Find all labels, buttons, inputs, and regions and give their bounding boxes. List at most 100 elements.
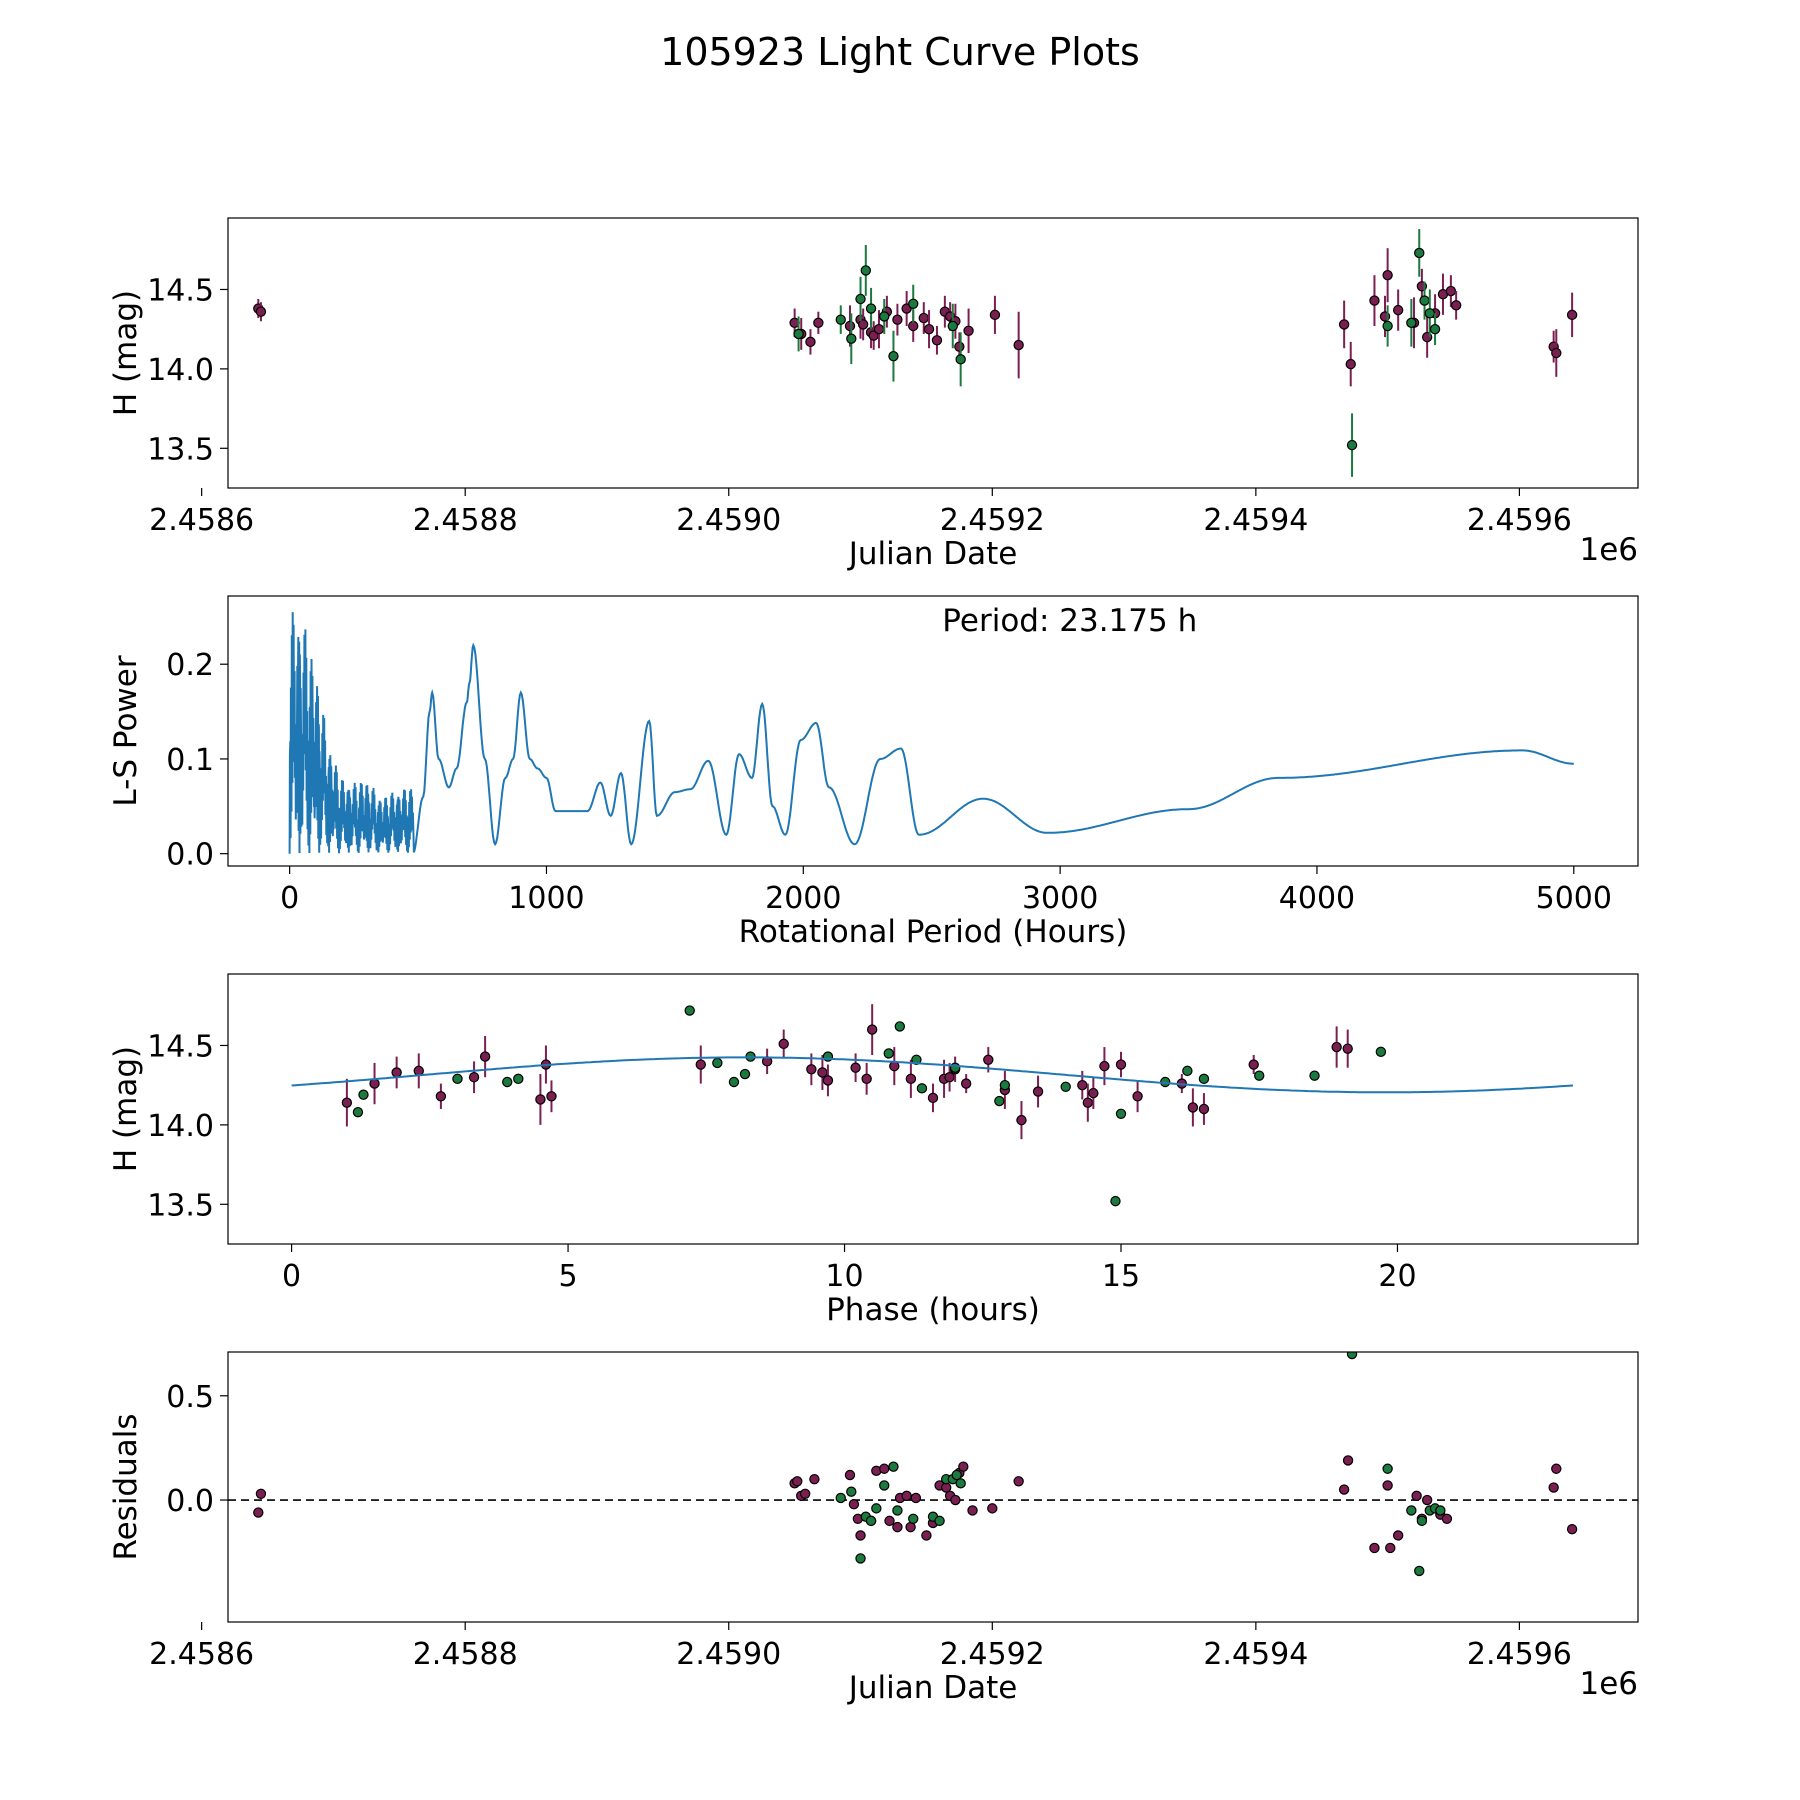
data-point-green xyxy=(934,1515,945,1527)
data-point-magenta xyxy=(1382,1480,1393,1491)
data-point-magenta xyxy=(1392,304,1404,316)
light-curve-frame xyxy=(227,217,1639,489)
data-point-green xyxy=(846,333,857,344)
light-curve-ylabel: H (mag) xyxy=(108,290,144,416)
data-point-green xyxy=(1060,1081,1071,1092)
data-point-green xyxy=(1198,1073,1210,1085)
data-point-green xyxy=(908,1513,919,1524)
data-point-magenta xyxy=(963,325,974,336)
residuals-frame xyxy=(227,1351,1639,1623)
data-point-green xyxy=(1110,1195,1121,1207)
light-curve-offset-label: 1e6 xyxy=(1579,532,1638,568)
y-tick-label: 0.0 xyxy=(166,838,214,873)
data-point-magenta xyxy=(1421,1494,1433,1506)
x-tick-label: 0 xyxy=(280,881,299,916)
x-tick-label: 20 xyxy=(1378,1259,1416,1294)
x-tick-label: 1000 xyxy=(508,881,584,916)
x-tick-label: 5000 xyxy=(1536,881,1612,916)
y-tick-label: 14.0 xyxy=(147,1109,214,1144)
data-point-green xyxy=(739,1068,751,1080)
data-point-magenta xyxy=(1248,1059,1259,1070)
data-point-green xyxy=(1254,1070,1265,1081)
data-point-magenta xyxy=(954,341,965,352)
y-tick-label: 0.2 xyxy=(166,648,214,683)
periodogram-series xyxy=(288,612,1574,854)
data-point-magenta xyxy=(850,1062,861,1073)
x-tick-label: 2.4592 xyxy=(940,1637,1045,1672)
data-point-magenta xyxy=(809,1473,820,1485)
data-point-magenta xyxy=(1198,1103,1210,1115)
data-point-magenta xyxy=(855,1530,866,1541)
data-point-magenta xyxy=(479,1051,491,1062)
data-point-green xyxy=(865,1515,877,1527)
light-curve-ticks: 2.4586 2.4588 2.4590 2.4592 2.4594 2.4596 13.5… xyxy=(147,273,1572,538)
period-annotation: Period: 23.175 h xyxy=(942,603,1197,639)
data-point-magenta xyxy=(844,320,856,332)
light-curve-xlabel: Julian Date xyxy=(847,536,1018,572)
data-point-magenta xyxy=(822,1075,834,1086)
phase-ticks: 0 5 10 15 20 13.5 14.0 14.5 xyxy=(147,1029,1416,1294)
data-point-magenta xyxy=(1566,1524,1578,1535)
data-point-green xyxy=(1382,320,1393,332)
data-point-magenta xyxy=(1013,1476,1024,1487)
x-tick-label: 2.4588 xyxy=(413,1637,518,1672)
data-point-magenta xyxy=(1411,1490,1422,1502)
data-point-green xyxy=(1182,1065,1193,1077)
data-point-magenta xyxy=(817,1067,828,1078)
data-point-green xyxy=(855,293,866,305)
data-point-green xyxy=(888,1461,899,1472)
phase-points xyxy=(291,1004,1574,1207)
data-point-magenta xyxy=(1032,1086,1044,1097)
data-point-magenta xyxy=(1077,1079,1088,1091)
data-point-green xyxy=(712,1057,723,1069)
residuals-xlabel: Julian Date xyxy=(847,1670,1018,1706)
data-point-magenta xyxy=(921,1530,932,1541)
data-point-green xyxy=(1309,1070,1320,1081)
data-point-magenta xyxy=(844,1469,856,1481)
data-point-magenta xyxy=(1099,1060,1110,1072)
x-tick-label: 2.4594 xyxy=(1203,1637,1308,1672)
data-point-green xyxy=(955,1478,966,1489)
data-point-magenta xyxy=(1392,1530,1404,1541)
data-point-magenta xyxy=(931,335,943,346)
data-point-magenta xyxy=(1338,1484,1350,1495)
data-point-magenta xyxy=(799,1488,811,1499)
x-tick-label: 15 xyxy=(1102,1259,1140,1294)
data-point-magenta xyxy=(983,1054,994,1065)
data-point-green xyxy=(879,1480,890,1491)
periodogram-xlabel: Rotational Period (Hours) xyxy=(739,914,1128,950)
data-point-green xyxy=(1346,439,1358,451)
data-point-green xyxy=(452,1073,463,1085)
data-point-green xyxy=(1416,1515,1428,1527)
data-point-green xyxy=(999,1079,1011,1091)
y-tick-label: 14.5 xyxy=(147,1029,214,1064)
y-tick-label: 13.5 xyxy=(147,1188,214,1223)
data-point-green xyxy=(883,1048,894,1059)
x-tick-label: 2.4588 xyxy=(413,503,518,538)
residuals-offset-label: 1e6 xyxy=(1579,1666,1638,1702)
data-point-magenta xyxy=(1082,1097,1094,1108)
x-tick-label: 2.4596 xyxy=(1467,503,1572,538)
data-point-magenta xyxy=(861,1073,872,1085)
data-point-green xyxy=(949,1062,961,1073)
data-point-magenta xyxy=(950,1494,961,1506)
data-point-magenta xyxy=(806,1064,817,1075)
data-point-magenta xyxy=(989,309,1001,321)
data-point-magenta xyxy=(1338,319,1350,330)
phase-panel: 0 5 10 15 20 13.5 14.0 14.5 Phase (hours) H (ma… xyxy=(108,973,1639,1328)
data-point-green xyxy=(1414,1565,1425,1577)
data-point-magenta xyxy=(1132,1091,1143,1102)
data-point-magenta xyxy=(792,1476,803,1487)
data-point-magenta xyxy=(1551,347,1562,359)
data-point-magenta xyxy=(927,1092,939,1104)
data-point-green xyxy=(888,350,899,362)
data-point-magenta xyxy=(1369,295,1380,306)
data-point-magenta xyxy=(1551,1463,1562,1474)
data-point-green xyxy=(994,1095,1005,1107)
data-point-magenta xyxy=(873,323,885,335)
data-point-magenta xyxy=(1187,1102,1199,1113)
data-point-green xyxy=(947,320,958,332)
x-tick-label: 2.4594 xyxy=(1203,503,1308,538)
data-point-magenta xyxy=(1548,1482,1559,1493)
